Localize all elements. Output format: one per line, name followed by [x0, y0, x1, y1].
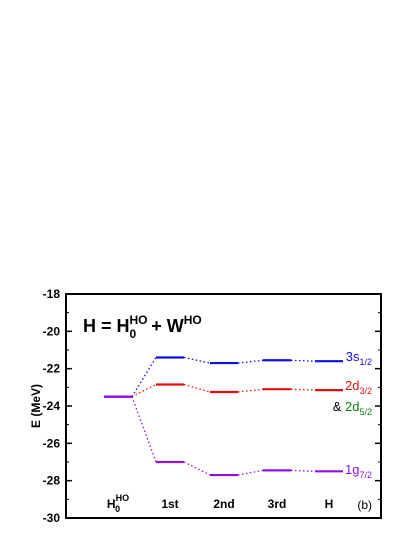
y-axis-title: E (MeV) [29, 384, 43, 428]
x-tick-label-base: 1st [161, 497, 178, 511]
state-label: 2d3/2 [345, 378, 372, 396]
state-label: 1g7/2 [345, 462, 372, 480]
y-tick-label: -22 [43, 362, 61, 376]
panel-label: (b) [357, 498, 372, 512]
state-label-prefix: & [333, 399, 345, 414]
x-tick-label: 3rd [268, 497, 287, 511]
state-label-base: 2d [345, 378, 359, 393]
state-label-base: 3s [346, 349, 360, 364]
state-label-sub: 1/2 [359, 357, 372, 367]
formula-mid: + W [146, 316, 184, 336]
state-label: 3s1/2 [346, 349, 372, 367]
formula-sub: 0 [130, 327, 137, 341]
state-label-base: 2d [345, 399, 359, 414]
connector-2d [237, 388, 264, 393]
connector-3s [237, 359, 264, 364]
x-tick-label: HHO 0 [107, 493, 129, 514]
formula-label: H = HHO 0 + WHO [83, 313, 202, 341]
x-tick-label-base: 3rd [268, 497, 287, 511]
y-tick-label: -28 [43, 474, 61, 488]
connector-1g [290, 469, 316, 472]
x-tick-label-base: H [325, 497, 334, 511]
y-tick-label: -26 [43, 436, 61, 450]
connector-3s [183, 356, 211, 364]
connector-1g [131, 396, 157, 463]
x-tick-label-base: H [107, 497, 116, 511]
state-label-sub: 5/2 [359, 407, 372, 417]
x-tick-label: 1st [161, 497, 178, 511]
x-tick-label-base: 2nd [213, 497, 234, 511]
connector-1g [237, 469, 264, 476]
connector-2d [131, 383, 157, 398]
state-label-sub: 7/2 [359, 470, 372, 480]
state-label-sub: 3/2 [359, 386, 372, 396]
y-tick-label: -20 [43, 324, 61, 338]
state-label-base: 1g [345, 462, 359, 477]
formula-sup2: HO [184, 313, 202, 327]
formula-lhs: H = H [83, 316, 130, 336]
connector-2d [183, 383, 211, 393]
x-tick-label: H [325, 497, 334, 511]
x-tick-label-sup: HO [116, 493, 130, 503]
connector-3s [290, 359, 316, 362]
connector-2d [290, 388, 316, 391]
connector-1g [183, 461, 211, 476]
x-tick-label: 2nd [213, 497, 234, 511]
x-tick-label-sub: 0 [115, 504, 120, 514]
state-label: & 2d5/2 [333, 399, 372, 417]
y-tick-label: -30 [43, 511, 61, 525]
y-tick-label: -18 [43, 287, 61, 301]
y-tick-label: -24 [43, 399, 61, 413]
formula-sup1: HO [130, 313, 148, 327]
